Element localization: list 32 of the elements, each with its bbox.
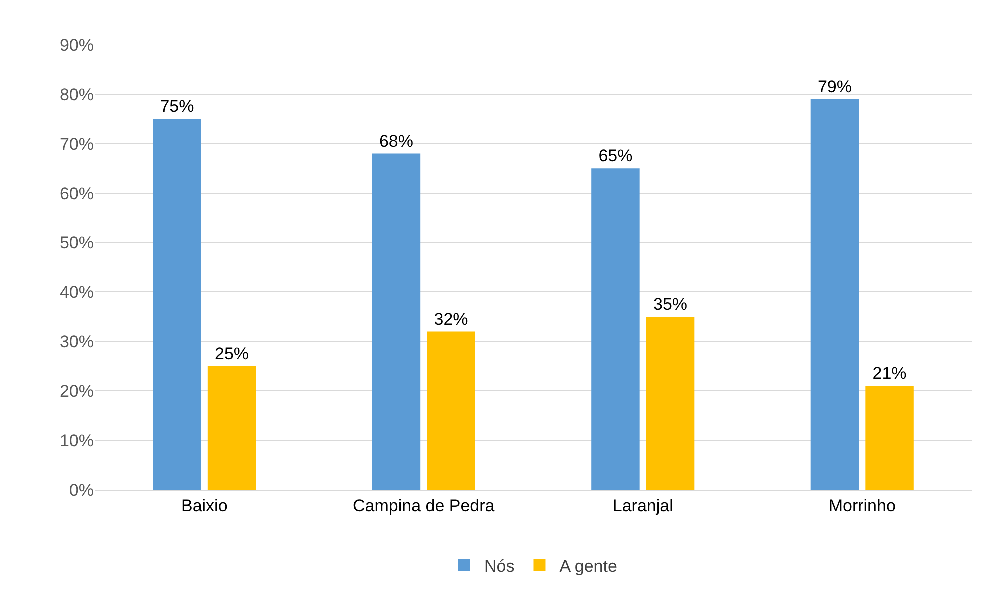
- bar: [427, 332, 476, 490]
- bar: [372, 154, 421, 490]
- data-label: 65%: [598, 146, 633, 166]
- y-tick-label: 30%: [60, 332, 94, 352]
- y-tick-label: 80%: [60, 85, 94, 104]
- legend-label: Nós: [484, 557, 515, 576]
- data-label: 25%: [215, 344, 250, 364]
- y-tick-label: 90%: [60, 36, 94, 55]
- legend-label: A gente: [560, 557, 618, 576]
- x-tick-label: Laranjal: [612, 496, 674, 516]
- data-label: 35%: [654, 294, 688, 314]
- bar: [646, 316, 695, 490]
- y-tick-label: 70%: [60, 134, 94, 154]
- data-label: 79%: [818, 77, 852, 96]
- bar: [810, 99, 860, 490]
- data-label: 68%: [379, 132, 414, 151]
- y-tick-label: 10%: [60, 432, 94, 451]
- x-tick-label: Campina de Pedra: [352, 496, 496, 516]
- y-tick-label: 20%: [60, 382, 94, 402]
- data-label: 32%: [434, 310, 468, 329]
- bar: [592, 168, 640, 490]
- data-label: 21%: [872, 364, 907, 384]
- y-tick-label: 50%: [60, 234, 94, 253]
- bar: [866, 386, 914, 490]
- y-tick-label: 0%: [69, 480, 94, 500]
- x-tick-label: Baixio: [181, 496, 228, 516]
- x-tick-label: Morrinho: [828, 496, 896, 516]
- y-tick-label: 60%: [60, 184, 94, 204]
- data-label: 75%: [160, 97, 194, 116]
- bar: [208, 366, 256, 490]
- bar: [153, 119, 202, 490]
- y-tick-label: 40%: [60, 283, 94, 302]
